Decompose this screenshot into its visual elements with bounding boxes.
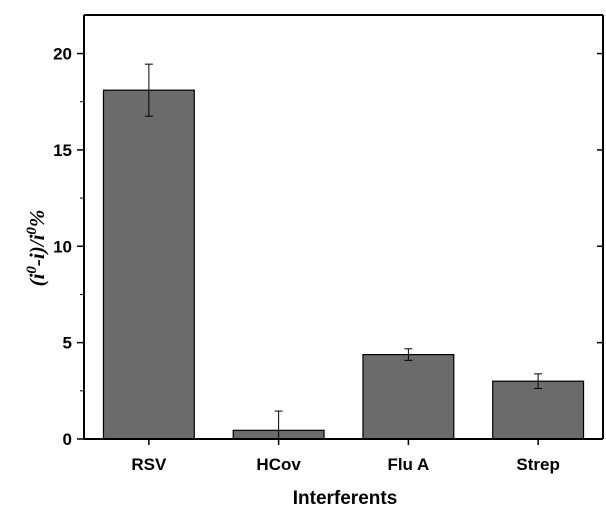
y-axis-title-end: % — [25, 210, 49, 228]
error-bar-strep — [534, 373, 543, 390]
y-axis-title-i2: i — [25, 234, 49, 240]
y-axis-title-open: ( — [25, 277, 49, 286]
y-ticks: 0 5 10 15 20 — [53, 45, 603, 449]
y-axis-title-sup1: 0 — [24, 266, 40, 274]
bar-strep — [492, 380, 585, 440]
error-bar-rsv — [144, 63, 153, 117]
error-bars — [144, 63, 543, 440]
x-ticks: RSV HCov Flu A Strep — [131, 439, 560, 474]
x-tick-label-strep: Strep — [516, 455, 559, 474]
bar-flu-a — [362, 353, 455, 440]
y-axis-title-sup2: 0 — [24, 227, 40, 235]
x-tick-label-hcov: HCov — [256, 455, 301, 474]
y-tick-label-15: 15 — [53, 141, 72, 160]
bar-rsv — [102, 89, 195, 440]
y-tick-label-0: 0 — [63, 430, 72, 449]
y-tick-label-10: 10 — [53, 237, 72, 256]
axes — [83, 14, 604, 440]
y-tick-label-20: 20 — [53, 45, 72, 64]
y-axis-title-i1: i — [25, 273, 49, 279]
y-axis-title-mid: -i)/ — [25, 238, 49, 266]
x-tick-label-flu-a: Flu A — [387, 455, 429, 474]
error-bar-flu-a — [404, 348, 413, 361]
x-tick-label-rsv: RSV — [131, 455, 167, 474]
x-axis-title: Interferents — [293, 488, 398, 509]
y-tick-label-5: 5 — [63, 334, 72, 353]
y-axis-title: (i0-i)/i0% — [24, 210, 49, 287]
bars — [102, 89, 585, 440]
